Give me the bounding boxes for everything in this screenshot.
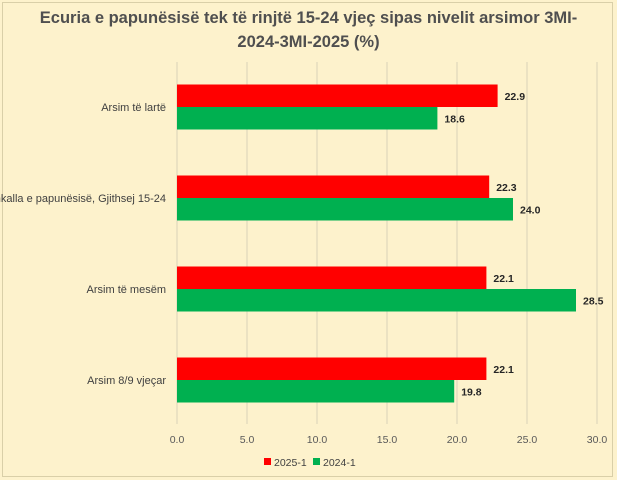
x-tick-label: 25.0 <box>517 434 538 446</box>
labels: 0.0 5.0 10.0 15.0 20.0 25.0 30.0 Arsim të lartë… <box>0 91 607 446</box>
category-label: Arsim të mesëm <box>87 284 166 296</box>
x-tick-label: 30.0 <box>587 434 608 446</box>
chart-title-line-2: 2024-3MI-2025 (%) <box>237 33 380 51</box>
x-tick-label: 5.0 <box>240 434 255 446</box>
bar-2024-1-1 <box>177 198 513 221</box>
x-tick-label: 15.0 <box>377 434 398 446</box>
bars <box>177 84 576 403</box>
value-label: 24.0 <box>520 204 541 216</box>
x-tick-label: 0.0 <box>170 434 185 446</box>
bar-2025-1-2 <box>177 266 487 289</box>
legend-label: 2025-1 <box>274 457 307 469</box>
chart-frame <box>2 2 613 477</box>
legend-label: 2024-1 <box>323 457 356 469</box>
bar-2024-1-0 <box>177 107 438 130</box>
value-label: 22.9 <box>505 91 526 103</box>
value-label: 22.1 <box>493 273 514 285</box>
chart-title-line-1: Ecuria e papunësisë tek të rinjtë 15-24 … <box>39 9 578 27</box>
chart-title: Ecuria e papunësisë tek të rinjtë 15-24 … <box>20 6 597 54</box>
category-label: Arsim 8/9 vjeçar <box>87 375 166 387</box>
legend-swatch <box>313 458 320 465</box>
value-label: 22.1 <box>493 364 514 376</box>
value-label: 22.3 <box>496 182 517 194</box>
x-tick-label: 10.0 <box>307 434 328 446</box>
value-label: 19.8 <box>461 386 482 398</box>
category-label: Arsim të lartë <box>101 102 166 114</box>
bar-2024-1-2 <box>177 289 576 312</box>
bar-2025-1-0 <box>177 84 498 107</box>
x-tick-label: 20.0 <box>447 434 468 446</box>
bar-2025-1-1 <box>177 175 490 198</box>
category-label: Shkalla e papunësisë, Gjithsej 15-24 <box>0 193 166 205</box>
legend: 2025-1 2024-1 <box>264 457 356 469</box>
value-label: 28.5 <box>583 295 604 307</box>
bar-2024-1-3 <box>177 380 455 403</box>
legend-swatch <box>264 458 271 465</box>
bar-2025-1-3 <box>177 357 487 380</box>
value-label: 18.6 <box>444 113 465 125</box>
